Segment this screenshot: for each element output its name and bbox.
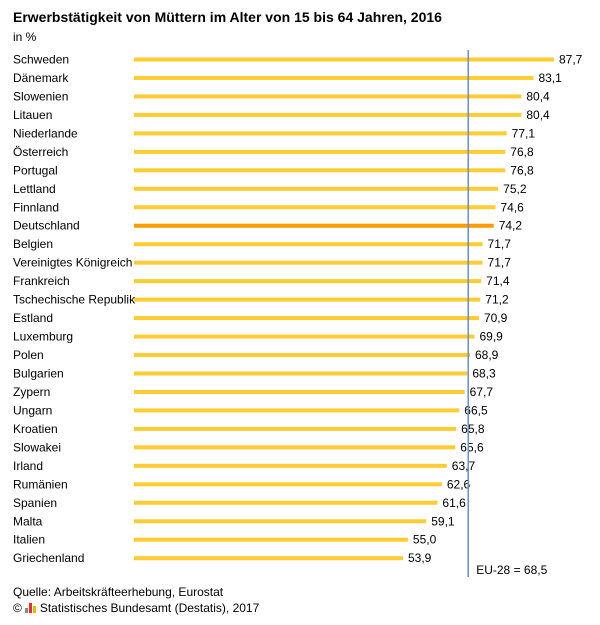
value-label: 71,7 <box>488 237 512 251</box>
value-label: 83,1 <box>538 71 562 85</box>
source-note: Quelle: Arbeitskräfteerhebung, Eurostat <box>13 585 224 599</box>
chart-title: Erwerbstätigkeit von Müttern im Alter vo… <box>13 9 442 25</box>
bar <box>134 242 483 247</box>
value-label: 63,7 <box>452 459 476 473</box>
value-label: 59,1 <box>431 514 455 528</box>
category-label: Rumänien <box>13 477 68 491</box>
category-label: Finnland <box>13 200 59 214</box>
category-label: Deutschland <box>13 219 80 233</box>
bar <box>134 556 403 561</box>
bar <box>134 463 447 468</box>
value-label: 71,2 <box>485 293 509 307</box>
bar <box>134 519 427 524</box>
value-label: 74,6 <box>500 200 524 214</box>
category-label: Ungarn <box>13 403 52 417</box>
bar <box>134 186 499 191</box>
value-label: 65,8 <box>461 422 485 436</box>
value-label: 67,7 <box>470 385 494 399</box>
destatis-logo-icon <box>24 603 37 613</box>
category-label: Schweden <box>13 53 69 67</box>
value-label: 62,6 <box>447 477 471 491</box>
value-label: 80,4 <box>526 89 550 103</box>
bar <box>134 131 507 136</box>
category-label: Tschechische Republik <box>13 293 136 307</box>
chart-unit: in % <box>13 30 37 44</box>
value-label: 53,9 <box>408 551 432 565</box>
value-label: 71,7 <box>488 256 512 270</box>
bar <box>134 260 483 265</box>
value-label: 66,5 <box>464 403 488 417</box>
bar <box>134 371 468 376</box>
bar <box>134 353 471 358</box>
category-label: Malta <box>13 514 43 528</box>
bar <box>134 500 438 505</box>
value-label: 68,9 <box>475 348 499 362</box>
bar <box>134 297 481 302</box>
bar <box>134 94 522 99</box>
category-label: Vereinigtes Königreich <box>13 256 132 270</box>
bar <box>134 482 442 487</box>
value-label: 65,6 <box>460 440 484 454</box>
category-label: Portugal <box>13 163 58 177</box>
bar <box>134 445 456 450</box>
category-label: Frankreich <box>13 274 70 288</box>
bar <box>134 279 482 284</box>
bar <box>134 149 506 154</box>
category-label: Belgien <box>13 237 53 251</box>
copyright-text: Statistisches Bundesamt (Destatis), 2017 <box>39 601 260 615</box>
value-label: 77,1 <box>512 126 536 140</box>
value-label: 87,7 <box>559 53 583 67</box>
bar <box>134 168 506 173</box>
category-label: Kroatien <box>13 422 58 436</box>
bar <box>134 537 408 542</box>
category-label: Slowenien <box>13 89 68 103</box>
value-label: 76,8 <box>510 163 534 177</box>
reference-line-label: EU-28 = 68,5 <box>476 563 547 577</box>
bar <box>134 316 479 321</box>
category-label: Niederlande <box>13 126 78 140</box>
value-label: 70,9 <box>484 311 508 325</box>
category-label: Griechenland <box>13 551 84 565</box>
category-label: Estland <box>13 311 53 325</box>
bar <box>134 57 554 62</box>
category-label: Italien <box>13 533 45 547</box>
value-label: 69,9 <box>479 330 503 344</box>
copyright-symbol: © <box>13 601 22 615</box>
category-label: Zypern <box>13 385 50 399</box>
category-label: Österreich <box>13 145 68 159</box>
bar <box>134 112 522 117</box>
value-label: 75,2 <box>503 182 527 196</box>
value-label: 74,2 <box>499 219 523 233</box>
value-label: 55,0 <box>413 533 437 547</box>
category-label: Lettland <box>13 182 56 196</box>
category-label: Polen <box>13 348 44 362</box>
category-label: Luxemburg <box>13 330 73 344</box>
bar-chart: Schweden 87,7 Dänemark 83,1 Slowenien 80,4 Lit… <box>13 50 583 577</box>
category-label: Irland <box>13 459 43 473</box>
copyright-note: © Statistisches Bundesamt (Destatis), 20… <box>13 601 259 615</box>
bar <box>134 408 460 413</box>
bar <box>134 75 534 80</box>
category-label: Slowakei <box>13 440 61 454</box>
bar <box>134 334 475 339</box>
bar <box>134 389 465 394</box>
bar <box>134 426 457 431</box>
value-label: 80,4 <box>526 108 550 122</box>
category-label: Bulgarien <box>13 366 64 380</box>
value-label: 61,6 <box>442 496 466 510</box>
category-label: Litauen <box>13 108 52 122</box>
category-label: Spanien <box>13 496 57 510</box>
bar <box>134 205 496 210</box>
value-label: 68,3 <box>472 366 496 380</box>
value-label: 76,8 <box>510 145 534 159</box>
bar <box>134 223 494 228</box>
value-label: 71,4 <box>486 274 510 288</box>
category-label: Dänemark <box>13 71 69 85</box>
